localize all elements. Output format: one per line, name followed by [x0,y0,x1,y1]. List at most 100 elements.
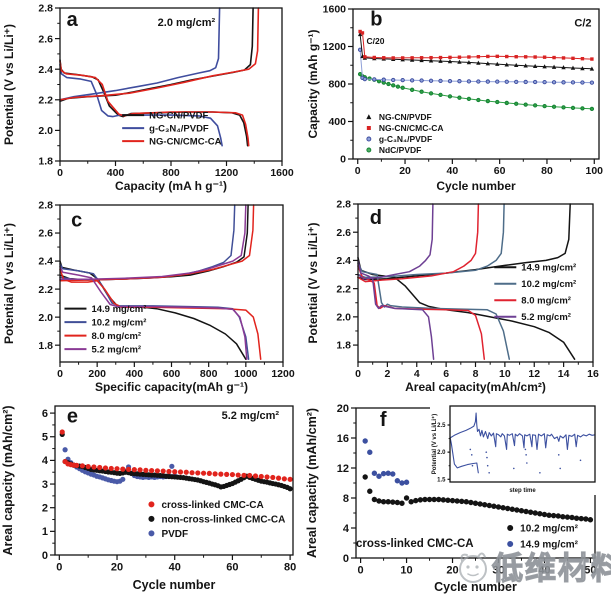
svg-text:1200: 1200 [271,368,295,380]
svg-text:0: 0 [343,553,349,565]
svg-text:0: 0 [358,564,364,576]
svg-text:1000: 1000 [234,368,258,380]
svg-text:1.8: 1.8 [38,156,53,168]
svg-text:4: 4 [343,523,350,535]
svg-text:0: 0 [42,550,48,562]
svg-text:2.0: 2.0 [38,312,53,324]
svg-text:8.0 mg/cm²: 8.0 mg/cm² [521,296,571,307]
svg-text:100: 100 [586,165,604,177]
svg-text:1.5: 1.5 [437,477,446,483]
svg-text:14: 14 [558,368,570,380]
svg-text:16: 16 [337,433,349,445]
svg-text:C/20: C/20 [367,36,385,46]
svg-text:40: 40 [169,561,181,573]
svg-text:14.9 mg/cm²: 14.9 mg/cm² [91,304,146,315]
svg-text:50: 50 [584,564,596,576]
svg-text:NdC/PVDF: NdC/PVDF [379,145,422,155]
svg-text:2.2: 2.2 [38,94,53,106]
chart-d: 0 2 4 6 8 10 12 14 16 1.8 2.0 2.2 2.4 2.6 2.8 Areal cap… [306,195,611,395]
svg-text:non-cross-linked CMC-CA: non-cross-linked CMC-CA [161,514,285,525]
svg-text:Specific capacity(mAh g⁻¹): Specific capacity(mAh g⁻¹) [95,380,248,394]
svg-text:PVDF: PVDF [161,529,188,540]
svg-text:8: 8 [343,493,349,505]
svg-text:2.4: 2.4 [38,64,53,76]
svg-text:d: d [370,207,382,229]
svg-text:1200: 1200 [323,41,347,53]
svg-text:20: 20 [446,564,458,576]
svg-text:2.6: 2.6 [38,33,53,45]
svg-text:200: 200 [88,368,106,380]
svg-text:14.9 mg/cm²: 14.9 mg/cm² [520,540,578,551]
chart-b: 0 20 40 60 80 100 0 400 800 1200 1600 Cycle number C… [306,0,611,195]
svg-text:2.5: 2.5 [437,423,446,429]
svg-text:NG-CN/CMC-CA: NG-CN/CMC-CA [149,137,221,148]
svg-text:f: f [380,409,387,431]
svg-text:20: 20 [111,561,123,573]
svg-text:0: 0 [355,368,361,380]
svg-text:0: 0 [56,561,62,573]
svg-text:cross-linked CMC-CA: cross-linked CMC-CA [161,500,263,511]
svg-text:40: 40 [538,564,550,576]
svg-text:Potential (V vs Li/Li⁺): Potential (V vs Li/Li⁺) [2,223,16,344]
svg-text:2: 2 [384,368,390,380]
chart-e: 0 20 40 60 80 0 1 2 3 4 5 6 Cycle number Areal capaci… [0,395,306,596]
svg-text:a: a [67,9,79,31]
svg-text:12: 12 [337,463,349,475]
svg-text:800: 800 [200,368,218,380]
svg-text:Capacity (mAh g⁻¹): Capacity (mAh g⁻¹) [306,29,320,138]
panel-c: 0 200 400 600 800 1000 1200 1.8 2.0 2.2 2.4 2.6 2.8 S… [0,195,306,395]
panel-d: 0 2 4 6 8 10 12 14 16 1.8 2.0 2.2 2.4 2.6 2.8 Areal cap… [306,195,611,395]
svg-text:5.2 mg/cm²: 5.2 mg/cm² [521,312,571,323]
svg-text:2.4: 2.4 [336,255,351,267]
svg-text:14.9 mg/cm²: 14.9 mg/cm² [521,263,576,274]
svg-text:5.2 mg/cm²: 5.2 mg/cm² [222,410,280,422]
svg-text:e: e [67,406,78,428]
svg-text:1.8: 1.8 [336,340,351,352]
svg-text:2.6: 2.6 [38,228,53,240]
panel-e: 0 20 40 60 80 0 1 2 3 4 5 6 Cycle number Areal capaci… [0,395,306,596]
svg-text:1200: 1200 [215,167,239,179]
panel-b: 0 20 40 60 80 100 0 400 800 1200 1600 Cycle number C… [306,0,611,195]
svg-text:2.0 mg/cm²: 2.0 mg/cm² [158,17,216,29]
svg-text:20: 20 [399,165,411,177]
svg-text:1.8: 1.8 [38,340,53,352]
svg-text:6: 6 [443,368,449,380]
svg-text:30: 30 [492,564,504,576]
svg-text:Potential (V vs Li/Li⁺): Potential (V vs Li/Li⁺) [2,24,16,145]
svg-text:20: 20 [337,403,349,415]
svg-text:400: 400 [126,368,144,380]
svg-text:NG-CN/PVDF: NG-CN/PVDF [149,111,208,122]
svg-text:0: 0 [57,368,63,380]
svg-text:Potential (V vs Li/Li⁺): Potential (V vs Li/Li⁺) [306,222,320,343]
svg-text:g-C₃N₄/PVDF: g-C₃N₄/PVDF [149,124,209,135]
svg-text:12: 12 [528,368,540,380]
panel-f: 0 10 20 30 40 50 0 4 8 12 16 20 Cycle number Areal ca… [306,395,611,596]
svg-text:1: 1 [42,526,48,538]
svg-text:16: 16 [587,368,599,380]
svg-text:Cycle number: Cycle number [434,580,517,594]
svg-text:2.8: 2.8 [38,200,53,212]
svg-text:0: 0 [340,154,346,166]
panel-a: 0 400 800 1200 1600 1.8 2.0 2.2 2.4 2.6 2.8 Capacit… [0,0,306,195]
svg-text:6: 6 [42,408,48,420]
svg-text:800: 800 [162,167,180,179]
svg-text:1600: 1600 [270,167,294,179]
svg-text:b: b [370,9,382,31]
svg-text:Areal capacity (mAh/cm²): Areal capacity (mAh/cm²) [1,405,15,555]
svg-text:10.2 mg/cm²: 10.2 mg/cm² [521,279,576,290]
svg-text:2.0: 2.0 [437,450,446,456]
svg-text:600: 600 [163,368,181,380]
svg-text:cross-linked CMC-CA: cross-linked CMC-CA [356,538,474,550]
svg-text:80: 80 [284,561,296,573]
chart-c: 0 200 400 600 800 1000 1200 1.8 2.0 2.2 2.4 2.6 2.8 S… [0,195,306,395]
svg-text:80: 80 [541,165,553,177]
svg-text:0: 0 [355,165,361,177]
svg-text:5: 5 [42,432,48,444]
svg-text:60: 60 [494,165,506,177]
svg-text:g-C₃N₄/PVDF: g-C₃N₄/PVDF [379,134,432,144]
svg-text:4: 4 [414,368,420,380]
panel-f-inset: 1.5 2.0 2.5 step time Potential (V vs Li/Li⁺… [430,403,598,495]
chart-a: 0 400 800 1200 1600 1.8 2.0 2.2 2.4 2.6 2.8 Capacit… [0,0,306,195]
svg-text:2.8: 2.8 [336,199,351,211]
svg-text:Cycle number: Cycle number [436,179,516,193]
